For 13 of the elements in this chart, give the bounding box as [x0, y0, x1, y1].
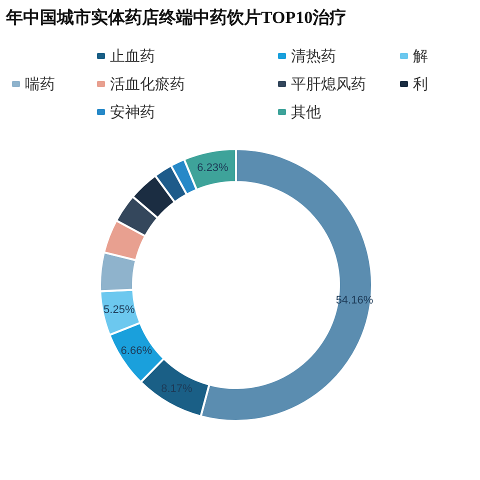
legend-label: 止血药 [110, 46, 155, 66]
data-label: 6.23% [197, 162, 229, 174]
chart-title: 年中国城市实体药店终端中药饮片TOP10治疗 [6, 7, 347, 29]
legend-label: 清热药 [291, 46, 336, 66]
legend-label: 喘药 [25, 74, 55, 94]
legend-label: 解 [413, 46, 428, 66]
legend-label: 平肝熄风药 [291, 74, 366, 94]
legend-label: 安神药 [110, 102, 155, 122]
legend-label: 利 [413, 74, 428, 94]
legend-label: 活血化瘀药 [110, 74, 185, 94]
data-label: 6.66% [120, 345, 152, 358]
data-label: 5.25% [104, 304, 135, 316]
legend-label: 其他 [291, 102, 321, 122]
